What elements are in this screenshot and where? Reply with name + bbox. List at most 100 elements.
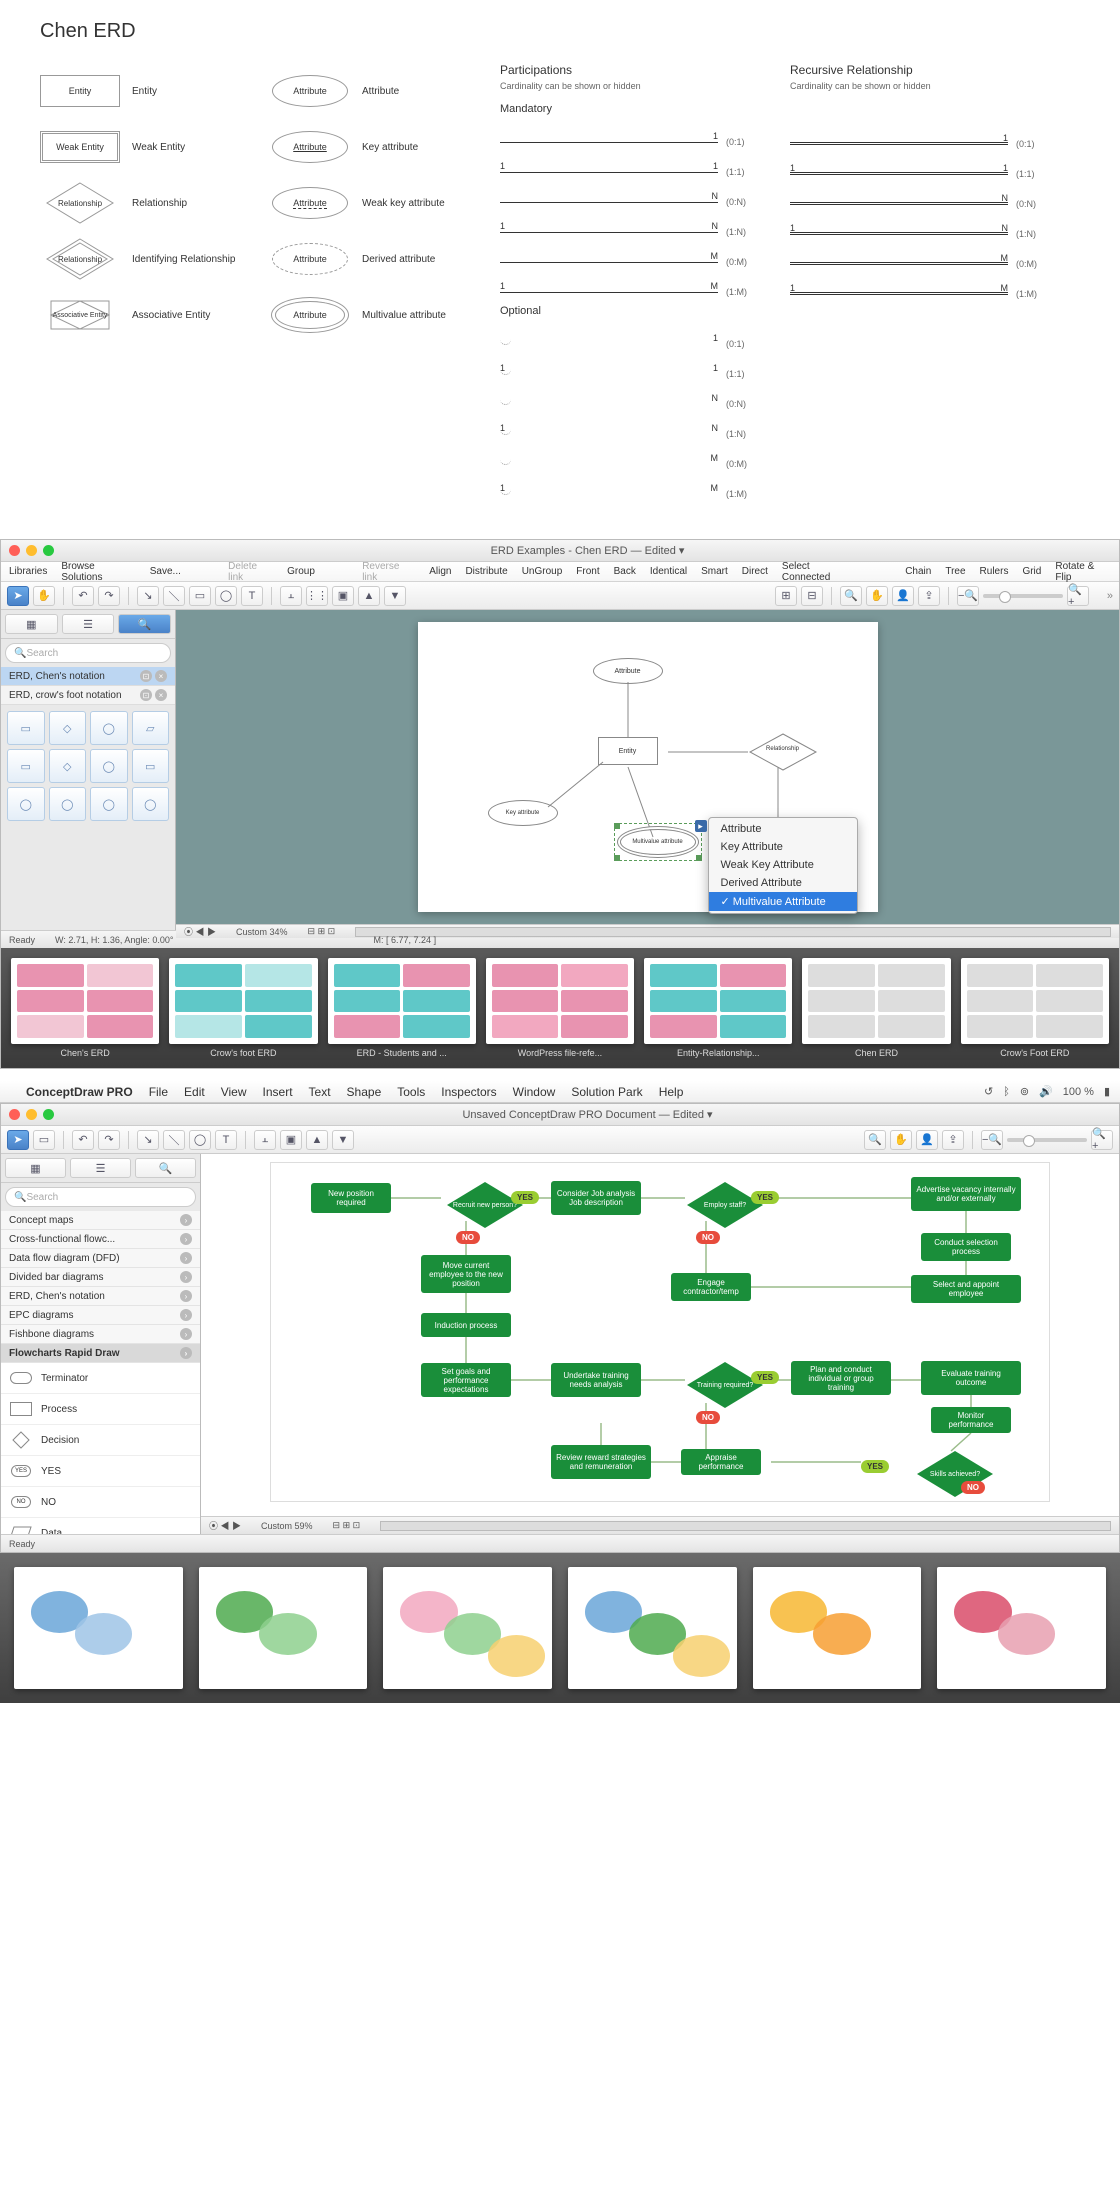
mac-menu-edit[interactable]: Edit <box>184 1085 205 1099</box>
mac-menu-inspectors[interactable]: Inspectors <box>441 1085 496 1099</box>
search-input-2[interactable]: 🔍 Search <box>5 1187 196 1207</box>
connector-tool[interactable]: ↘ <box>137 1130 159 1150</box>
ctx-item[interactable]: ✓ Multivalue Attribute <box>709 892 857 911</box>
group-tool[interactable]: ▣ <box>280 1130 302 1150</box>
menu-grid[interactable]: Grid <box>1022 566 1041 577</box>
shape-tool[interactable]: ◯ <box>189 1130 211 1150</box>
ellipse-tool[interactable]: ◯ <box>215 586 237 606</box>
menu-delete-link[interactable]: Delete link <box>228 561 273 583</box>
mac-menu-view[interactable]: View <box>221 1085 247 1099</box>
hand-tool[interactable]: ✋ <box>33 586 55 606</box>
user-button[interactable]: 👤 <box>892 586 914 606</box>
palette-shape[interactable]: ◯ <box>49 787 87 821</box>
zoom-in-icon[interactable]: 🔍+ <box>1091 1130 1113 1150</box>
flow-node[interactable]: NO <box>456 1231 480 1244</box>
category-item[interactable]: Concept maps› <box>1 1211 200 1230</box>
redo-button[interactable]: ↷ <box>98 586 120 606</box>
snap-tool[interactable]: ⊞ <box>775 586 797 606</box>
titlebar-2[interactable]: Unsaved ConceptDraw PRO Document — Edite… <box>1 1104 1119 1126</box>
node-attribute[interactable]: Attribute <box>593 658 663 684</box>
menu-ungroup[interactable]: UnGroup <box>522 566 563 577</box>
zoom-button[interactable] <box>43 1109 54 1120</box>
zoom-out-icon[interactable]: −🔍 <box>957 586 979 606</box>
menu-front[interactable]: Front <box>576 566 599 577</box>
close-button[interactable] <box>9 1109 20 1120</box>
flow-node[interactable]: Appraise performance <box>681 1449 761 1475</box>
palette-shape[interactable]: ◯ <box>90 787 128 821</box>
zoom-tool[interactable]: 🔍 <box>864 1130 886 1150</box>
template-thumb[interactable] <box>14 1567 183 1689</box>
zoom-label[interactable]: Custom 34% <box>236 927 288 937</box>
flow-node[interactable]: YES <box>751 1371 779 1384</box>
h-scrollbar-2[interactable] <box>380 1521 1111 1531</box>
template-thumb[interactable] <box>199 1567 368 1689</box>
user-tool[interactable]: 👤 <box>916 1130 938 1150</box>
text-tool[interactable]: T <box>241 586 263 606</box>
pan-tool[interactable]: ✋ <box>890 1130 912 1150</box>
shape-item[interactable]: Decision <box>1 1425 200 1456</box>
flow-node[interactable]: Consider Job analysis Job description <box>551 1181 641 1215</box>
undo-button[interactable]: ↶ <box>72 1130 94 1150</box>
ctx-item[interactable]: Key Attribute <box>709 838 857 856</box>
ctx-item[interactable]: Attribute <box>709 820 857 838</box>
menu-rulers[interactable]: Rulers <box>980 566 1009 577</box>
template-thumb[interactable] <box>937 1567 1106 1689</box>
flow-node[interactable]: Advertise vacancy internally and/or exte… <box>911 1177 1021 1211</box>
battery-icon[interactable]: ▮ <box>1104 1085 1110 1098</box>
minimize-button[interactable] <box>26 545 37 556</box>
volume-icon[interactable]: 🔊 <box>1039 1085 1053 1098</box>
shape-item[interactable]: Terminator <box>1 1363 200 1394</box>
category-item[interactable]: Fishbone diagrams› <box>1 1325 200 1344</box>
flow-node[interactable]: YES <box>861 1460 889 1473</box>
line-tool[interactable]: ＼ <box>163 1130 185 1150</box>
ctx-item[interactable]: Weak Key Attribute <box>709 856 857 874</box>
menu-distribute[interactable]: Distribute <box>465 566 507 577</box>
template-thumb[interactable] <box>383 1567 552 1689</box>
node-multivalue-selected[interactable]: Multivalue attribute <box>618 827 698 857</box>
palette-shape[interactable]: ▭ <box>7 711 45 745</box>
flow-node[interactable]: NO <box>696 1411 720 1424</box>
pan-button[interactable]: ✋ <box>866 586 888 606</box>
share-button[interactable]: ⇪ <box>918 586 940 606</box>
flow-node[interactable]: Plan and conduct individual or group tra… <box>791 1361 891 1395</box>
canvas-2[interactable]: New position requiredRecruit new person?… <box>201 1154 1119 1516</box>
flow-node[interactable]: New position required <box>311 1183 391 1213</box>
flow-node[interactable]: Engage contractor/temp <box>671 1273 751 1301</box>
minimize-button[interactable] <box>26 1109 37 1120</box>
menu-back[interactable]: Back <box>614 566 636 577</box>
palette-shape[interactable]: ◇ <box>49 711 87 745</box>
canvas[interactable]: Attribute Entity Relationship Key attrib… <box>176 610 1119 924</box>
palette-shape[interactable]: ◯ <box>90 749 128 783</box>
lib-view-list[interactable]: ☰ <box>62 614 115 634</box>
align-tool[interactable]: ⫠ <box>254 1130 276 1150</box>
back-tool[interactable]: ▼ <box>384 586 406 606</box>
shape-item[interactable]: NONO <box>1 1487 200 1518</box>
library-item[interactable]: ERD, crow's foot notation⊡× <box>1 686 175 705</box>
node-relationship[interactable]: Relationship <box>748 732 818 775</box>
flow-node[interactable]: NO <box>696 1231 720 1244</box>
history-icon[interactable]: ↺ <box>984 1085 993 1098</box>
mac-menu-file[interactable]: File <box>149 1085 168 1099</box>
node-key-attribute[interactable]: Key attribute <box>488 800 558 826</box>
pointer-tool[interactable]: ➤ <box>7 586 29 606</box>
category-item[interactable]: ERD, Chen's notation› <box>1 1287 200 1306</box>
category-item[interactable]: Flowcharts Rapid Draw› <box>1 1344 200 1363</box>
pointer-tool[interactable]: ➤ <box>7 1130 29 1150</box>
flow-node[interactable]: Induction process <box>421 1313 511 1337</box>
guides-tool[interactable]: ⊟ <box>801 586 823 606</box>
zoom-slider[interactable] <box>983 594 1063 598</box>
lib-search-button[interactable]: 🔍 <box>118 614 171 634</box>
template-thumb[interactable]: ERD - Students and ... <box>328 958 476 1058</box>
menu-select-connected[interactable]: Select Connected <box>782 561 858 583</box>
share-tool[interactable]: ⇪ <box>942 1130 964 1150</box>
zoom-out-icon[interactable]: −🔍 <box>981 1130 1003 1150</box>
palette-shape[interactable]: ◯ <box>7 787 45 821</box>
mac-menu-help[interactable]: Help <box>659 1085 684 1099</box>
flow-node[interactable]: Undertake training needs analysis <box>551 1363 641 1397</box>
distribute-tool[interactable]: ⋮⋮ <box>306 586 328 606</box>
category-item[interactable]: EPC diagrams› <box>1 1306 200 1325</box>
shape-item[interactable]: Data <box>1 1518 200 1534</box>
flow-node[interactable]: Move current employee to the new positio… <box>421 1255 511 1293</box>
menu-browse-solutions[interactable]: Browse Solutions <box>61 561 135 583</box>
wifi-icon[interactable]: ⊚ <box>1020 1085 1029 1098</box>
